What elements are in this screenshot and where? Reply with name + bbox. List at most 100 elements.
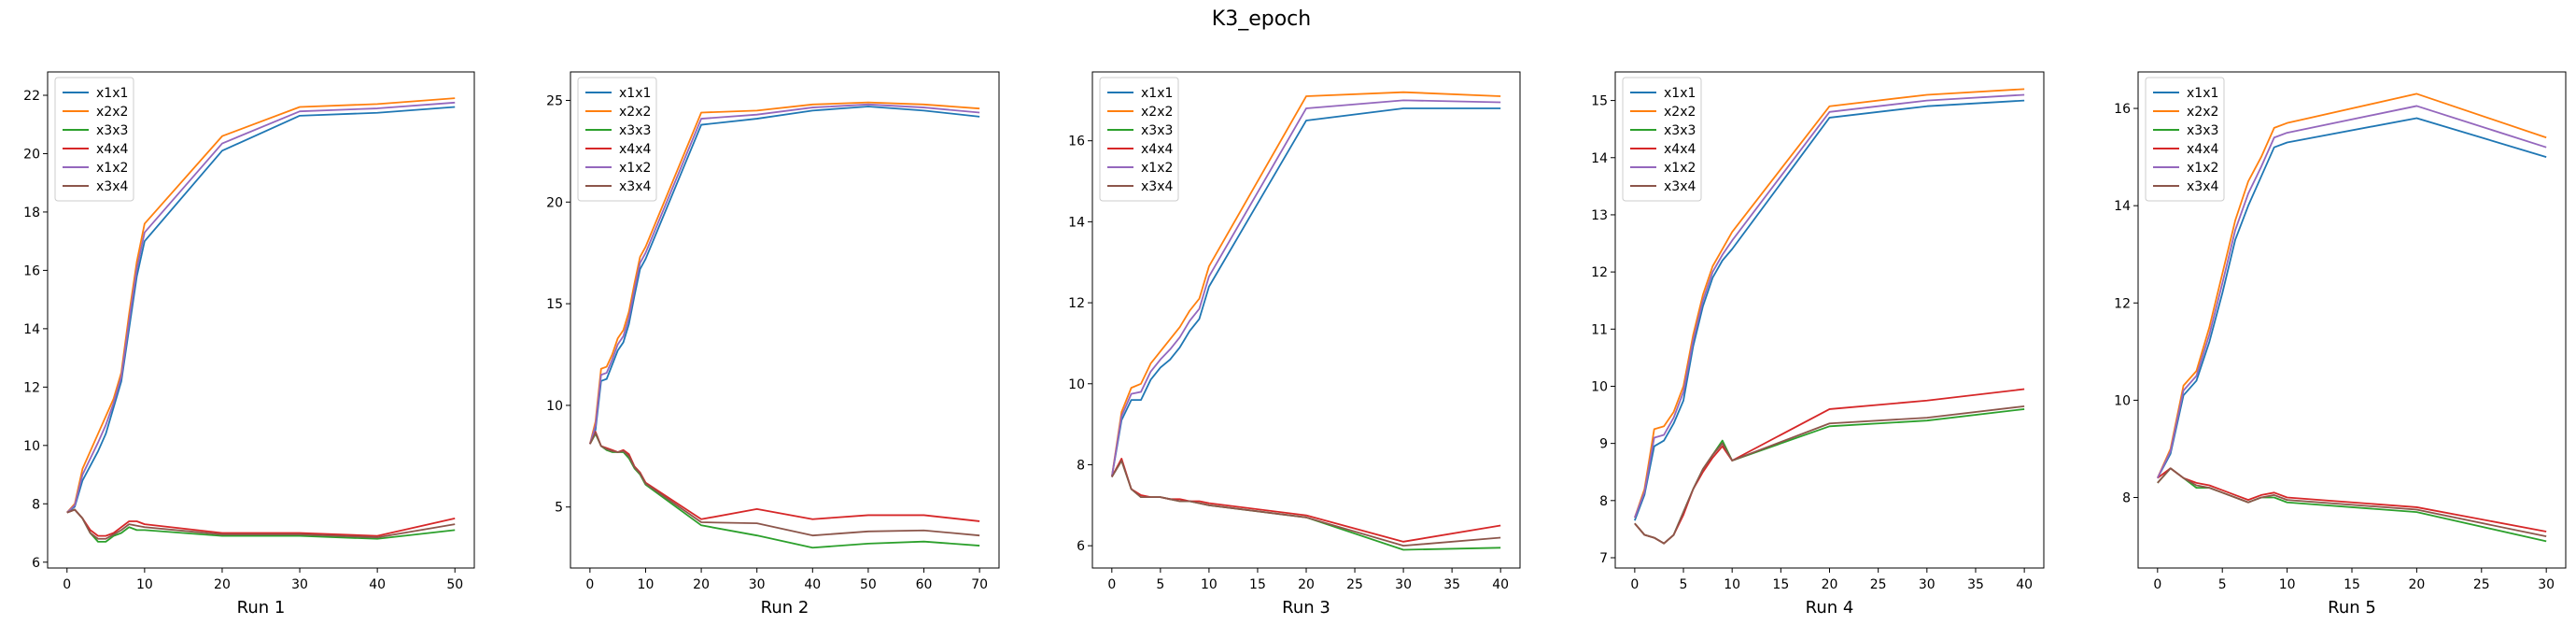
- x-axis-label: Run 1: [237, 598, 286, 618]
- y-tick-label: 14: [1068, 215, 1085, 230]
- series-line-x1x1: [1110, 107, 1501, 477]
- legend-entry: x3x3: [1141, 123, 1173, 138]
- x-tick-label: 0: [63, 577, 71, 592]
- legend-entry: x3x4: [1141, 179, 1173, 194]
- series-line-x3x4: [1111, 460, 1501, 547]
- x-axis-label: Run 5: [2328, 598, 2376, 618]
- y-tick-label: 10: [1591, 379, 1608, 394]
- chart-panel-5: 0 5 10 15 20 25 30 8 10 12 14 16 Run 5 x1x1 x2x2 x3x3 x4…: [2114, 71, 2567, 618]
- x-tick-label: 60: [916, 577, 933, 592]
- x-tick-label: 30: [1395, 577, 1412, 592]
- x-tick-label: 5: [2218, 577, 2227, 592]
- legend-entry: x2x2: [1664, 105, 1696, 120]
- series-line-x1x2: [1110, 99, 1501, 477]
- series-line-x2x2: [1110, 91, 1501, 477]
- legend-entry: x3x3: [619, 123, 651, 138]
- x-tick-label: 5: [1156, 577, 1164, 592]
- y-tick-label: 5: [555, 501, 563, 516]
- y-tick-label: 14: [1591, 151, 1608, 166]
- figure-title: K3_epoch: [1212, 7, 1311, 31]
- x-tick-label: 20: [1298, 577, 1315, 592]
- x-tick-label: 20: [693, 577, 710, 592]
- legend-entry: x1x1: [1141, 86, 1173, 101]
- series-line-x3x4: [1634, 405, 2025, 545]
- y-tick-label: 18: [23, 206, 40, 220]
- legend-entry: x3x3: [1664, 123, 1696, 138]
- chart-panel-2: 0 10 20 30 40 50 60 70 5 10 15 20 25 Run 2 x1x1 x2x2 x3x…: [546, 71, 1000, 618]
- legend-entry: x4x4: [2187, 142, 2218, 157]
- x-tick-label: 40: [1492, 577, 1509, 592]
- x-tick-label: 30: [1919, 577, 1936, 592]
- x-axis-label: Run 4: [1806, 598, 1854, 618]
- series-line-x1x1: [1634, 99, 2025, 521]
- y-tick-label: 6: [1077, 539, 1085, 554]
- x-tick-label: 30: [749, 577, 766, 592]
- legend-entry: x1x2: [619, 161, 651, 176]
- y-tick-label: 7: [1599, 551, 1608, 566]
- legend-entry: x4x4: [96, 142, 128, 157]
- y-tick-label: 20: [23, 147, 40, 162]
- y-tick-label: 12: [1068, 296, 1085, 311]
- y-tick-label: 10: [23, 439, 40, 454]
- series-line-x2x2: [588, 101, 980, 445]
- y-tick-label: 16: [23, 263, 40, 278]
- series-line-x1x1: [2157, 117, 2547, 479]
- legend: x1x1 x2x2 x3x3 x4x4 x1x2 x3x4: [577, 77, 657, 202]
- series-line-x1x2: [1634, 93, 2025, 518]
- y-tick-label: 9: [1599, 437, 1608, 452]
- x-tick-label: 15: [1772, 577, 1789, 592]
- legend-entry: x1x2: [2187, 161, 2218, 176]
- x-tick-label: 35: [1967, 577, 1984, 592]
- series-line-x2x2: [1634, 88, 2025, 518]
- series-line-x1x2: [2157, 105, 2547, 479]
- legend-entry: x4x4: [619, 142, 651, 157]
- x-tick-label: 10: [1201, 577, 1218, 592]
- legend-entry: x2x2: [619, 105, 651, 120]
- chart-panel-1: 0 10 20 30 40 50 6 8 10 12 14 16 18 20 22 Run 1 x1x1 x2x2…: [23, 71, 475, 618]
- x-axis-label: Run 3: [1282, 598, 1330, 618]
- legend: x1x1 x2x2 x3x3 x4x4 x1x2 x3x4: [2145, 77, 2225, 202]
- y-tick-label: 10: [546, 399, 563, 414]
- y-tick-label: 25: [546, 93, 563, 108]
- legend-entry: x3x4: [1664, 179, 1696, 194]
- y-tick-label: 14: [23, 322, 40, 337]
- x-tick-label: 20: [214, 577, 231, 592]
- x-tick-label: 20: [2408, 577, 2425, 592]
- series-line-x2x2: [2156, 92, 2547, 479]
- chart-panel-4: 0 5 10 15 20 25 30 35 40 7 8 9 10 11 12 13 14 15 Run 4 x1x1…: [1591, 71, 2045, 618]
- y-tick-label: 22: [23, 89, 40, 104]
- x-tick-label: 5: [1680, 577, 1688, 592]
- y-tick-label: 6: [32, 556, 40, 571]
- x-tick-label: 0: [1107, 577, 1116, 592]
- legend-box: [54, 77, 134, 202]
- legend-entry: x1x1: [1664, 86, 1696, 101]
- y-tick-label: 16: [1068, 135, 1085, 149]
- x-tick-label: 70: [971, 577, 988, 592]
- x-tick-label: 40: [2016, 577, 2033, 592]
- legend-entry: x1x2: [1141, 161, 1173, 176]
- legend-entry: x4x4: [1141, 142, 1173, 157]
- legend-entry: x2x2: [96, 105, 128, 120]
- legend-entry: x4x4: [1664, 142, 1696, 157]
- x-tick-label: 25: [2473, 577, 2490, 592]
- series-line-x1x2: [66, 101, 456, 514]
- y-tick-label: 12: [2114, 296, 2131, 311]
- legend: x1x1 x2x2 x3x3 x4x4 x1x2 x3x4: [1099, 77, 1179, 202]
- legend-entry: x3x4: [619, 179, 651, 194]
- y-tick-label: 13: [1591, 208, 1608, 223]
- legend-entry: x1x2: [96, 161, 128, 176]
- y-tick-label: 10: [1068, 377, 1085, 392]
- legend: x1x1 x2x2 x3x3 x4x4 x1x2 x3x4: [54, 77, 134, 202]
- legend: x1x1 x2x2 x3x3 x4x4 x1x2 x3x4: [1622, 77, 1702, 202]
- y-tick-label: 8: [1599, 494, 1608, 509]
- y-tick-label: 10: [2114, 393, 2131, 408]
- series-line-x3x4: [2157, 467, 2547, 538]
- legend-entry: x2x2: [2187, 105, 2218, 120]
- x-tick-label: 10: [638, 577, 655, 592]
- x-tick-label: 35: [1443, 577, 1460, 592]
- x-tick-label: 25: [1870, 577, 1887, 592]
- series-line-x3x4: [589, 432, 980, 537]
- series-line-x3x4: [66, 508, 456, 540]
